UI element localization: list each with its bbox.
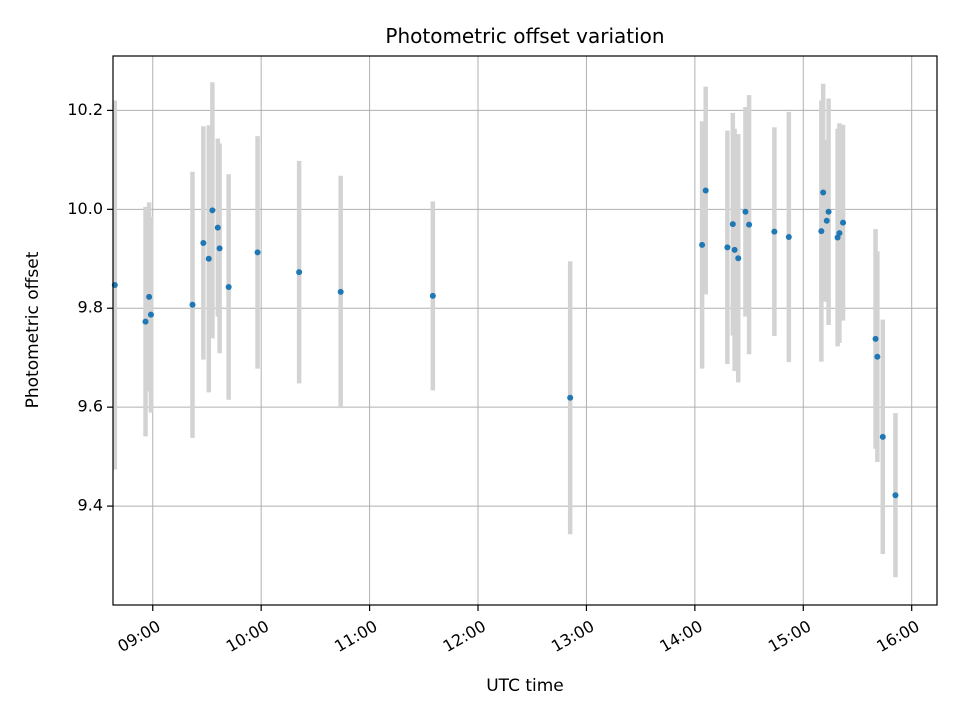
y-tick-label: 9.6 (78, 397, 103, 416)
data-point (742, 208, 749, 215)
data-point (702, 187, 709, 194)
plot-area (113, 56, 937, 605)
data-points (111, 187, 899, 499)
data-point (724, 244, 731, 251)
y-axis: 9.4 9.6 9.8 10.0 10.2 (67, 100, 113, 515)
data-point (825, 208, 832, 215)
data-point (771, 228, 778, 235)
data-point (142, 318, 149, 325)
data-point (731, 246, 738, 253)
data-point (879, 433, 886, 440)
data-point (189, 301, 196, 308)
data-point (567, 394, 574, 401)
grid (113, 56, 937, 605)
data-point (746, 221, 753, 228)
data-point (735, 255, 742, 262)
data-point (147, 311, 154, 318)
y-tick-label: 10.2 (67, 100, 103, 119)
data-point (892, 492, 899, 499)
data-point (874, 353, 881, 360)
data-point (216, 245, 223, 252)
data-point (729, 221, 736, 228)
data-point (823, 217, 830, 224)
data-point (337, 288, 344, 295)
data-point (205, 255, 212, 262)
data-point (840, 219, 847, 226)
data-point (225, 283, 232, 290)
y-tick-label: 10.0 (67, 199, 103, 218)
data-point (209, 207, 216, 214)
data-point (429, 292, 436, 299)
plot-frame (112, 55, 938, 606)
data-point (214, 224, 221, 231)
chart-title: Photometric offset variation (385, 24, 664, 48)
data-point (836, 230, 843, 237)
data-point (820, 189, 827, 196)
data-point (872, 335, 879, 342)
y-tick-label: 9.8 (78, 298, 103, 317)
data-point (296, 269, 303, 276)
data-point (785, 234, 792, 241)
data-point (146, 293, 153, 300)
data-point (254, 249, 261, 256)
data-point (699, 241, 706, 248)
data-point (200, 239, 207, 246)
data-point (818, 228, 825, 235)
y-tick-label: 9.4 (78, 496, 103, 515)
x-axis-label: UTC time (486, 676, 564, 696)
y-axis-label: Photometric offset (23, 251, 43, 408)
